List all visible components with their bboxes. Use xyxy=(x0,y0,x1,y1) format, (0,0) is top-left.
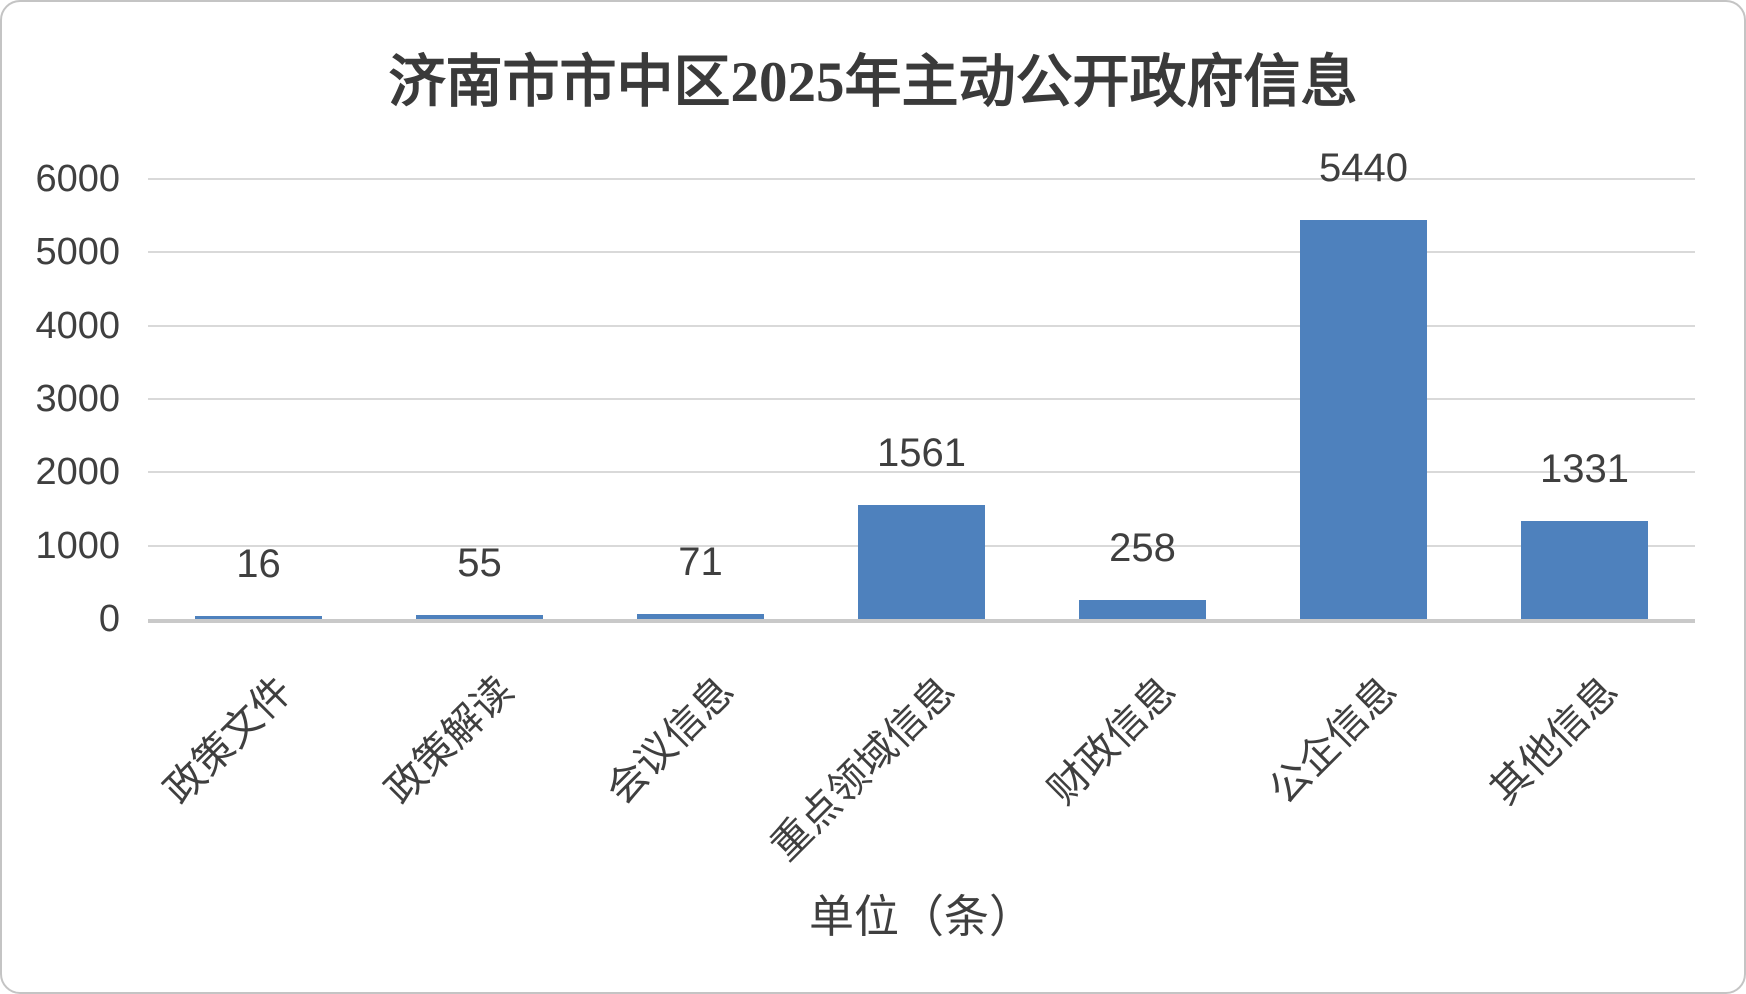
gridline xyxy=(148,324,1695,327)
category-label: 其他信息 xyxy=(1481,667,1627,813)
y-tick-label: 3000 xyxy=(35,378,120,420)
bar-会议信息 xyxy=(637,613,764,619)
y-tick-label: 4000 xyxy=(35,304,120,347)
bar-value-label: 258 xyxy=(1109,526,1176,571)
category-label: 政策解读 xyxy=(376,667,522,813)
bar-其他信息 xyxy=(1521,521,1648,619)
category-label: 会议信息 xyxy=(597,667,743,813)
x-axis-title: 单位（条） xyxy=(808,892,1034,942)
y-tick-label: 2000 xyxy=(35,451,120,494)
y-tick-label: 6000 xyxy=(35,158,120,200)
bar-公企信息 xyxy=(1300,220,1427,619)
category-label: 财政信息 xyxy=(1039,667,1185,813)
category-label: 公企信息 xyxy=(1260,667,1406,813)
y-tick-label: 5000 xyxy=(35,231,120,274)
category-label: 重点领域信息 xyxy=(761,667,964,870)
gridline xyxy=(148,251,1695,254)
bar-政策文件 xyxy=(195,616,322,619)
category-label: 政策文件 xyxy=(155,667,301,813)
bar-value-label: 55 xyxy=(457,540,502,585)
bar-value-label: 5440 xyxy=(1319,146,1408,191)
y-tick-label: 0 xyxy=(98,598,120,640)
bar-重点领域信息 xyxy=(858,504,985,619)
bar-政策解读 xyxy=(416,614,543,619)
bar-value-label: 1561 xyxy=(877,430,966,475)
bar-财政信息 xyxy=(1079,600,1206,619)
x-axis-line xyxy=(148,619,1695,623)
gridline xyxy=(148,471,1695,474)
y-tick-label: 1000 xyxy=(35,524,120,567)
gridline xyxy=(148,178,1695,180)
chart-title: 济南市市中区2025年主动公开政府信息 xyxy=(388,51,1358,114)
bar-value-label: 1331 xyxy=(1540,447,1629,492)
plot-area: 16 55 71 1561 258 5440 1331 xyxy=(148,146,1695,619)
gridline xyxy=(148,398,1695,400)
bar-value-label: 71 xyxy=(678,539,723,584)
bar-value-label: 16 xyxy=(236,542,281,586)
